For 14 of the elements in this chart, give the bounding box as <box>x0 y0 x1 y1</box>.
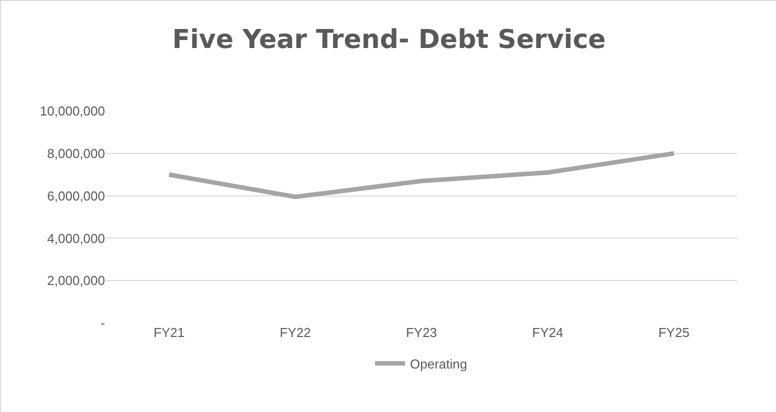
y-tick-label: 2,000,000 <box>47 273 105 288</box>
line-series <box>166 151 676 200</box>
y-tick-label: 10,000,000 <box>40 104 105 119</box>
x-tick-label: FY22 <box>280 325 311 340</box>
x-tick-label: FY21 <box>154 325 185 340</box>
y-tick-label: 8,000,000 <box>47 146 105 161</box>
y-tick-label: - <box>100 316 105 331</box>
x-tick-label: FY23 <box>406 325 438 340</box>
legend-label: Operating <box>410 356 468 372</box>
x-tick-label: FY24 <box>532 325 564 340</box>
y-tick-label: 6,000,000 <box>47 188 105 204</box>
chart-title: Five Year Trend- Debt Service <box>172 25 606 56</box>
x-tick-label: FY25 <box>658 325 690 340</box>
y-tick-label: 4,000,000 <box>47 230 105 246</box>
